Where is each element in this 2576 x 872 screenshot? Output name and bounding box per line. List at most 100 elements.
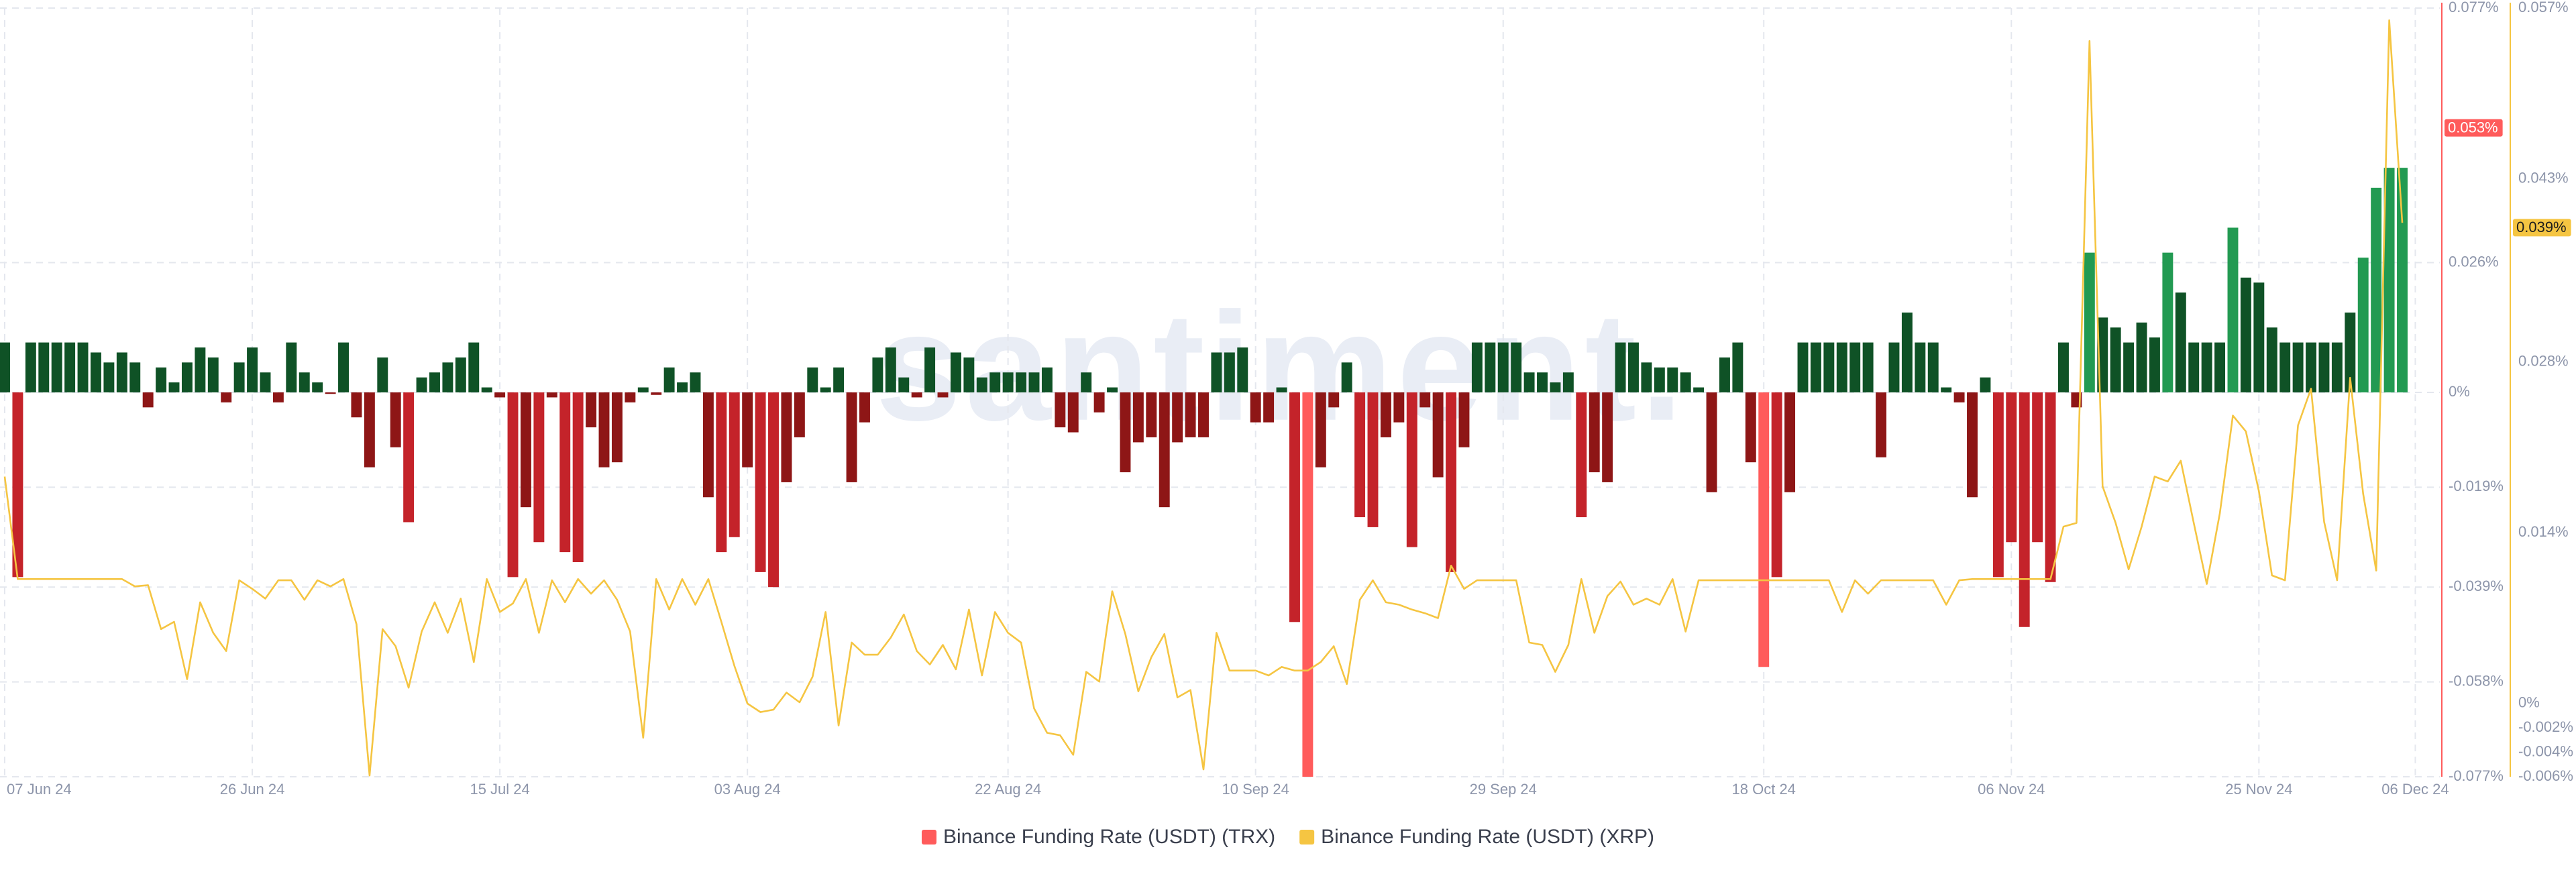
bar <box>1485 342 1496 392</box>
bar <box>924 347 936 392</box>
bar <box>1550 382 1561 392</box>
bar <box>572 392 584 563</box>
bar <box>2058 342 2069 392</box>
bar <box>1328 392 1340 408</box>
bar <box>64 342 76 392</box>
bar <box>1028 372 1040 392</box>
bar <box>1107 387 1118 392</box>
bar <box>1250 392 1261 423</box>
watermark: santiment. <box>875 280 1687 453</box>
bar <box>794 392 805 437</box>
bar <box>2136 322 2147 392</box>
bar <box>625 392 636 402</box>
bar <box>1706 392 1717 492</box>
bar <box>233 362 245 392</box>
bar <box>976 377 987 392</box>
bar <box>690 372 701 392</box>
bar <box>1393 392 1405 423</box>
bar <box>103 362 115 392</box>
bar <box>2201 342 2212 392</box>
bar <box>1055 392 1066 428</box>
bar <box>2084 252 2095 392</box>
x-tick-label: 10 Sep 24 <box>1222 781 1289 798</box>
bar <box>312 382 323 392</box>
bar <box>1849 342 1861 392</box>
bar <box>1419 392 1431 408</box>
bar <box>1784 392 1796 492</box>
bar <box>2175 292 2186 392</box>
bar <box>2188 342 2200 392</box>
bar <box>1302 392 1313 777</box>
bar <box>429 372 440 392</box>
y2-tick-label: 0% <box>2518 694 2540 711</box>
bar <box>1120 392 1131 473</box>
bar <box>729 392 740 537</box>
bar <box>1523 372 1535 392</box>
bar <box>2397 168 2408 392</box>
bar <box>2006 392 2017 543</box>
bar <box>1263 392 1275 423</box>
bar <box>507 392 519 578</box>
bar <box>1693 387 1705 392</box>
bar <box>1967 392 1978 498</box>
bar <box>768 392 779 588</box>
bar <box>716 392 727 553</box>
bar <box>1667 367 1678 392</box>
y-tick-label: -0.058% <box>2449 672 2504 689</box>
legend-label: Binance Funding Rate (USDT) (XRP) <box>1321 826 1654 848</box>
bar <box>1185 392 1196 437</box>
bar <box>25 342 36 392</box>
bar <box>1980 377 1991 392</box>
y-tick-label: 0.026% <box>2449 253 2499 270</box>
legend-label: Binance Funding Rate (USDT) (TRX) <box>943 826 1275 848</box>
bar <box>1953 392 1965 402</box>
bar <box>1093 392 1105 413</box>
bar <box>677 382 688 392</box>
x-tick-label: 06 Nov 24 <box>1978 781 2045 798</box>
line <box>3 19 2404 777</box>
bar <box>1458 392 1470 447</box>
bar <box>2240 277 2251 392</box>
bar <box>859 392 870 423</box>
bar <box>129 362 141 392</box>
bar <box>1081 372 1092 392</box>
x-tick-label: 22 Aug 24 <box>975 781 1041 798</box>
bar <box>1562 372 1574 392</box>
x-tick-label: 03 Aug 24 <box>714 781 781 798</box>
bar <box>989 372 1001 392</box>
bar <box>38 342 50 392</box>
bar <box>1628 342 1639 392</box>
bar <box>1224 352 1235 392</box>
bar <box>1471 342 1483 392</box>
bar <box>77 342 89 392</box>
y2-tick-label: 0.014% <box>2518 523 2569 540</box>
bar <box>1237 347 1248 392</box>
bar <box>468 342 480 392</box>
bar <box>442 362 453 392</box>
bar <box>481 387 492 392</box>
bar <box>1041 367 1053 392</box>
bar <box>1132 392 1144 443</box>
bar <box>2123 342 2135 392</box>
bar <box>403 392 415 523</box>
bar <box>207 357 219 392</box>
bar <box>2345 312 2356 392</box>
bar <box>1641 362 1652 392</box>
bar <box>2214 342 2226 392</box>
bar <box>546 392 557 398</box>
bar <box>950 352 961 392</box>
bar <box>1354 392 1366 518</box>
bar <box>1810 342 1821 392</box>
bar <box>781 392 792 482</box>
y2-tick-label: -0.004% <box>2518 743 2573 759</box>
bar <box>1002 372 1014 392</box>
bar <box>898 377 910 392</box>
bar <box>364 392 375 468</box>
bar <box>1732 342 1743 392</box>
bar <box>116 352 127 392</box>
bar <box>181 362 193 392</box>
bar <box>742 392 753 468</box>
legend-swatch <box>921 830 936 844</box>
